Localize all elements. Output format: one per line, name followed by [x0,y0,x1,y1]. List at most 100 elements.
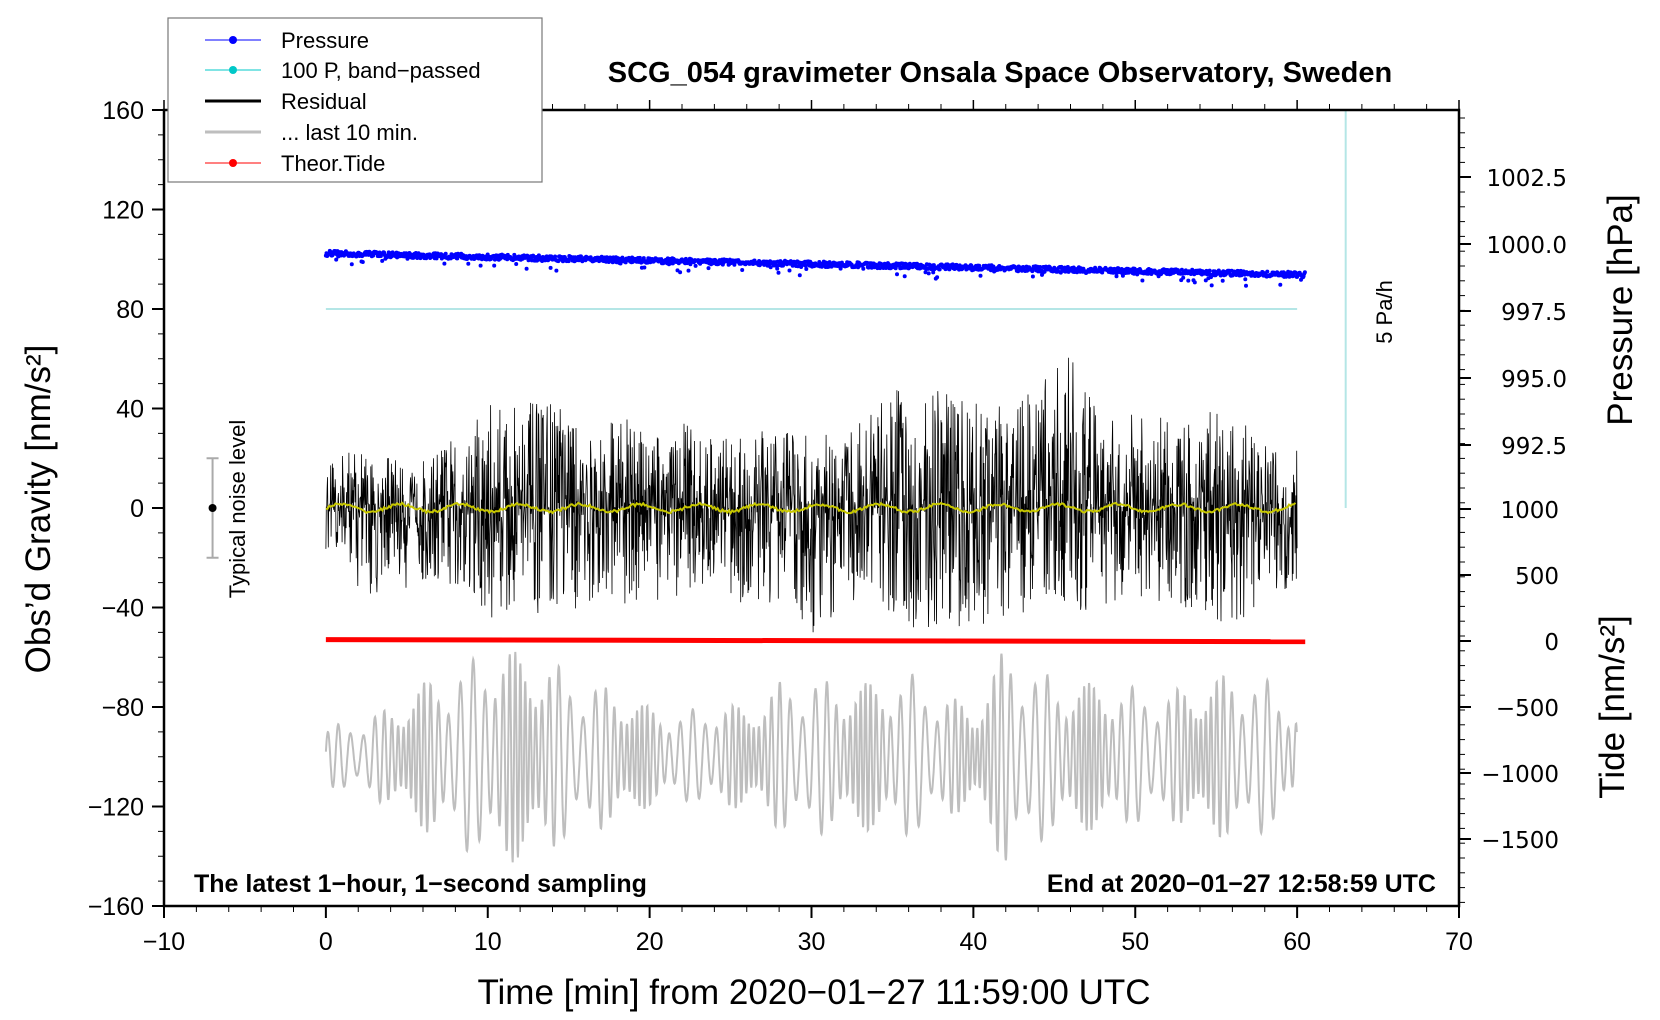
pressure-point [1030,274,1035,279]
pressure-point [1120,273,1125,278]
pressure-point [935,275,940,280]
legend-swatch-marker [229,36,237,44]
residual-series [325,357,1298,633]
y-tick-label: −120 [88,794,144,822]
tide-tick-label: −1000 [1481,762,1559,788]
pressure-axis-title: Pressure [hPa] [1601,194,1640,426]
pressure-point [1209,283,1214,288]
pressure-point [1114,274,1119,279]
y-tick-label: −160 [88,893,144,921]
sampling-note: The latest 1−hour, 1−second sampling [194,870,647,898]
pressure-point [334,257,339,262]
pressure-point [775,266,780,271]
pressure-point [512,252,517,257]
pressure-point [678,270,683,275]
pressure-point [952,267,957,271]
legend-label: Theor.Tide [281,151,385,176]
pressure-point [443,251,448,256]
noise-level-label: Typical noise level [225,420,250,599]
end-time-note: End at 2020−01−27 12:58:59 UTC [1047,870,1436,898]
pressure-point [895,272,899,277]
pressure-point [776,270,781,275]
pressure-point [442,261,447,266]
pressure-point [923,270,928,275]
pressure-point [349,262,354,267]
pressure-point [478,263,483,268]
pressure-point [1234,273,1239,277]
y-tick-label: −40 [102,595,144,623]
pressure-point [926,271,931,276]
tide-tick-label: −1500 [1481,828,1559,854]
pressure-point [548,265,553,270]
pressure-point [838,266,843,271]
legend-label: ... last 10 min. [281,120,418,145]
pressure-point [1038,265,1043,269]
theoretical-tide-series [325,637,1306,645]
pressure-point [466,261,471,266]
pressure-point [1220,278,1225,283]
y-tick-label: −80 [102,694,144,722]
y-tick-label: 120 [102,197,144,225]
rate-label: 5 Pa/h [1372,280,1397,344]
tide-tick-label: −500 [1496,696,1559,722]
pressure-point [1192,280,1197,285]
pressure-point [797,273,802,278]
x-tick-label: 20 [636,928,664,956]
pressure-point [978,273,983,278]
pressure-point [360,260,365,264]
legend-swatch-marker [229,66,237,74]
x-tick-label: 0 [319,928,333,956]
legend-swatch-marker [229,159,237,167]
legend-label: Residual [281,89,367,114]
pressure-tick-label: 995.0 [1501,367,1567,393]
pressure-point [1265,269,1270,274]
pressure-point [554,268,559,273]
pressure-point [991,264,996,269]
legend-label: Pressure [281,28,369,53]
tide-tick-label: 500 [1515,564,1559,590]
pressure-point [893,266,898,271]
pressure-point [1186,278,1191,283]
pressure-point [693,263,698,268]
pressure-point [1181,275,1186,280]
tide-axis-title: Tide [nm/s²] [1593,615,1632,798]
x-tick-label: 10 [474,928,502,956]
pressure-point [434,256,439,261]
pressure-point [902,274,907,279]
pressure-point [740,268,745,272]
pressure-point [787,268,792,273]
pressure-point [706,266,711,271]
legend-label: 100 P, band−passed [281,58,481,83]
legend: Pressure 100 P, band−passed Residual ... la… [167,17,543,183]
pressure-tick-label: 1000.0 [1487,233,1567,259]
pressure-point [642,265,647,270]
pressure-point [1146,271,1151,276]
pressure-point [553,254,558,259]
pressure-point [931,270,936,275]
tide-tick-label: 1000 [1500,498,1559,524]
pressure-point [492,263,497,268]
pressure-series [323,248,1307,288]
pressure-point [380,258,385,263]
x-tick-label: −10 [143,928,185,956]
y-tick-label: 40 [116,396,144,424]
pressure-point [1244,283,1248,288]
pressure-tick-label: 992.5 [1501,434,1567,460]
pressure-point [514,262,519,266]
y-tick-label: 160 [102,97,144,125]
pressure-point [804,267,809,271]
pressure-tick-label: 997.5 [1501,300,1567,326]
pressure-point [861,266,866,271]
residual-mean-series [325,501,1297,516]
pressure-point [1140,278,1145,283]
pressure-point [1207,268,1212,273]
pressure-point [641,256,646,261]
x-tick-label: 30 [798,928,826,956]
x-axis-title: Time [min] from 2020−01−27 11:59:00 UTC [477,973,1150,1012]
pressure-point [768,265,773,270]
y-tick-label: 0 [130,495,144,523]
tide-tick-label: 0 [1544,630,1559,656]
chart-title: SCG_054 gravimeter Onsala Space Observat… [608,57,1392,89]
pressure-point [937,267,942,272]
